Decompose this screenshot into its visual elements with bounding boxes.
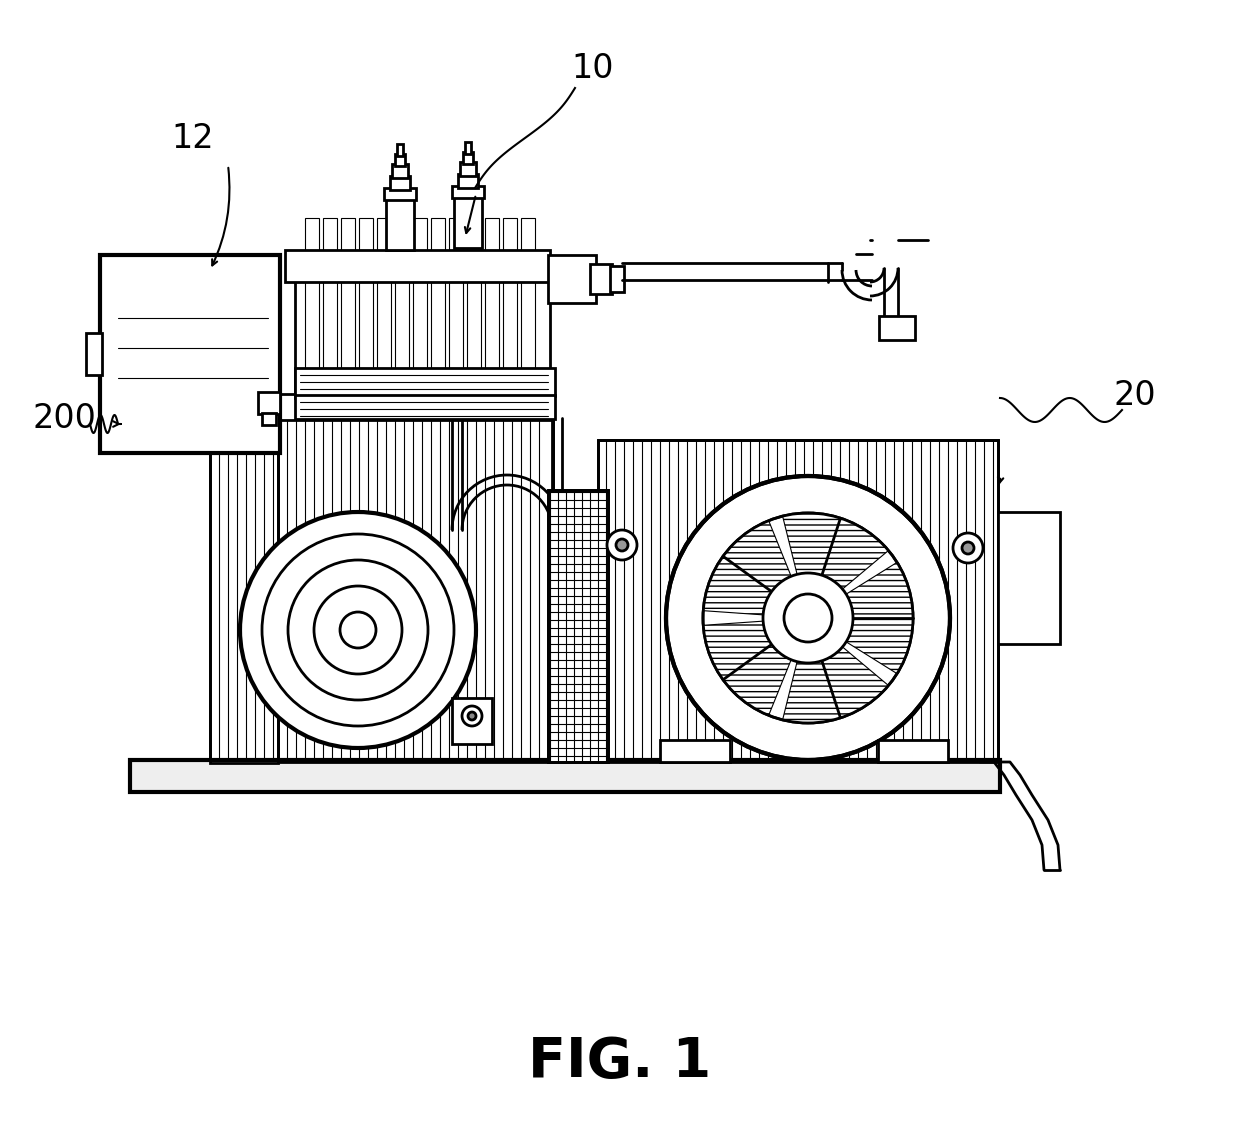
Bar — [360, 218, 373, 395]
Bar — [86, 333, 102, 376]
Wedge shape — [703, 521, 791, 615]
Bar — [503, 218, 517, 395]
Bar — [879, 316, 915, 340]
Circle shape — [954, 534, 983, 563]
Bar — [262, 413, 277, 425]
Bar — [210, 418, 278, 763]
Bar — [998, 512, 1060, 643]
Text: 200: 200 — [32, 402, 95, 434]
Text: 20: 20 — [1114, 379, 1157, 411]
Bar — [598, 440, 998, 763]
Bar — [100, 255, 280, 453]
Wedge shape — [782, 647, 888, 722]
Bar — [396, 218, 409, 395]
Circle shape — [262, 534, 454, 726]
Bar — [278, 418, 553, 763]
Bar — [453, 185, 484, 198]
Text: FIG. 1: FIG. 1 — [528, 1035, 712, 1089]
Bar — [392, 164, 408, 177]
Bar — [458, 174, 477, 188]
Circle shape — [288, 560, 428, 700]
Wedge shape — [782, 513, 888, 589]
Bar — [258, 392, 280, 414]
Circle shape — [463, 706, 482, 726]
Circle shape — [314, 586, 402, 674]
Text: 10: 10 — [572, 52, 614, 85]
Bar — [878, 740, 949, 763]
Bar — [341, 218, 355, 395]
Circle shape — [784, 594, 832, 642]
Bar — [396, 153, 405, 166]
Bar — [485, 218, 498, 395]
Bar — [278, 418, 553, 763]
Text: 12: 12 — [171, 121, 215, 155]
Bar — [285, 250, 551, 282]
Bar — [305, 218, 319, 395]
Circle shape — [703, 513, 913, 722]
Bar — [391, 176, 410, 190]
Bar — [295, 395, 556, 419]
Bar — [397, 144, 403, 156]
Circle shape — [616, 539, 627, 551]
Bar — [460, 161, 476, 176]
Bar — [548, 255, 596, 303]
Bar — [610, 266, 624, 292]
Bar — [413, 218, 427, 395]
Bar — [278, 394, 553, 420]
Bar — [432, 218, 445, 395]
Bar — [210, 418, 278, 763]
Circle shape — [241, 512, 476, 748]
Circle shape — [666, 476, 950, 760]
Circle shape — [467, 712, 476, 720]
Wedge shape — [703, 621, 791, 716]
Bar — [521, 218, 534, 395]
Bar — [465, 142, 471, 153]
Bar — [295, 281, 551, 398]
Bar — [453, 698, 492, 744]
Bar — [598, 440, 998, 763]
Bar — [377, 218, 391, 395]
Bar — [548, 490, 608, 763]
Bar — [130, 760, 999, 792]
Bar — [322, 218, 337, 395]
Bar — [463, 152, 472, 164]
Bar — [386, 198, 414, 250]
Circle shape — [340, 611, 376, 648]
Bar — [295, 368, 556, 396]
Bar — [590, 264, 613, 294]
Bar — [384, 188, 415, 200]
Circle shape — [608, 530, 637, 560]
Circle shape — [763, 572, 853, 663]
Bar — [454, 196, 482, 248]
Bar — [660, 740, 730, 763]
Bar — [548, 490, 608, 763]
Bar — [449, 218, 463, 395]
Circle shape — [962, 542, 973, 554]
Wedge shape — [846, 562, 913, 673]
Bar — [467, 218, 481, 395]
